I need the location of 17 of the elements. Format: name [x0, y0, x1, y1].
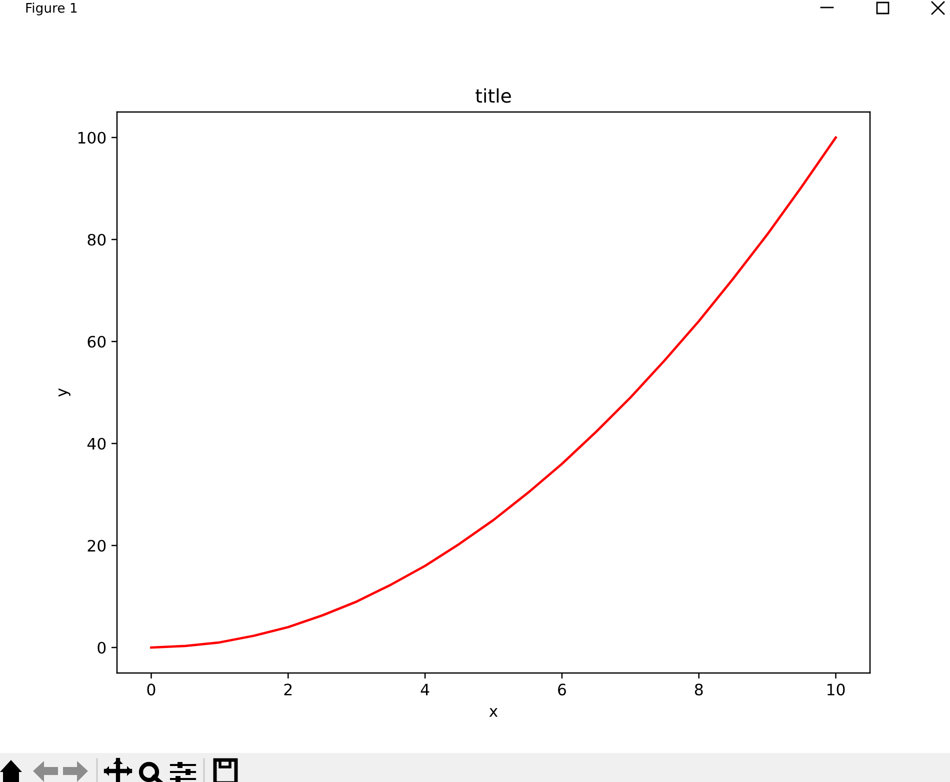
y-axis-title: y — [58, 388, 70, 397]
y-tick-label: 0 — [98, 642, 106, 654]
x-tick-label: 8 — [694, 684, 703, 696]
chart-title: title — [476, 88, 511, 103]
y-tick-label: 60 — [88, 336, 106, 348]
caption: Figure 1 — [26, 2, 77, 16]
y-tick-label: 40 — [87, 438, 106, 450]
x-tick-label: 2 — [284, 684, 292, 696]
y-tick-label: 80 — [88, 234, 106, 246]
x-tick-label: 0 — [147, 684, 156, 696]
line-series — [150, 136, 837, 649]
x-tick-label: 10 — [828, 684, 845, 696]
y-tick-label: 100 — [78, 132, 106, 144]
y-tick-label: 20 — [88, 540, 106, 552]
x-tick-label: 4 — [420, 684, 430, 696]
x-tick-label: 6 — [558, 684, 566, 696]
x-axis-title: x — [489, 708, 498, 717]
